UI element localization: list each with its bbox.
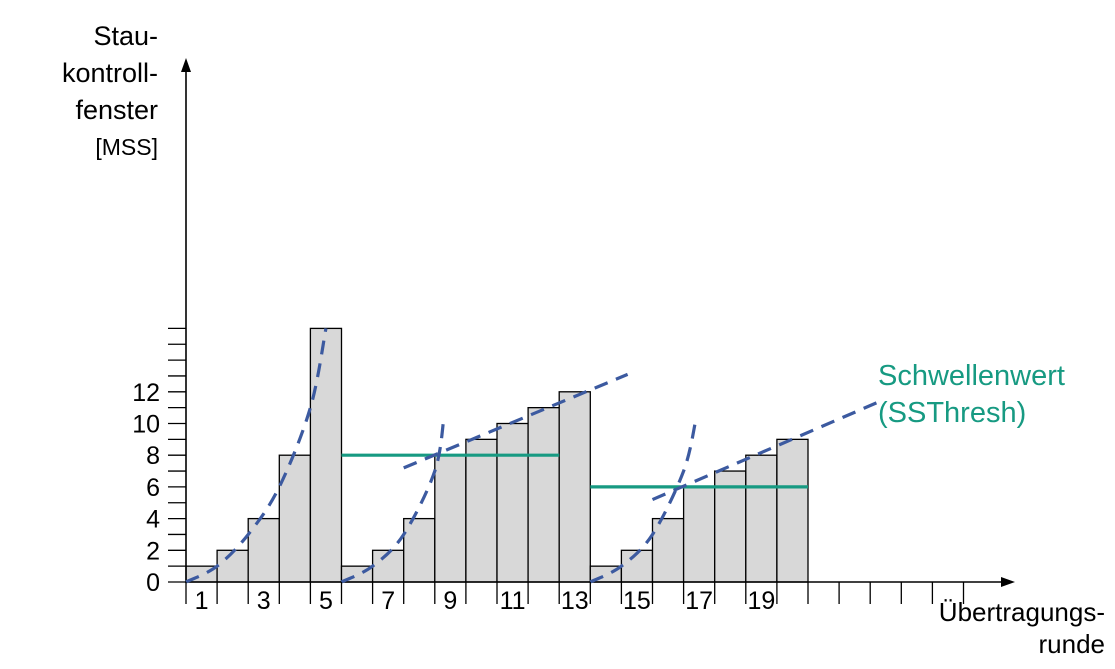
trend-curve xyxy=(651,401,878,502)
trend-curves-group xyxy=(185,328,878,584)
axes-group xyxy=(181,58,1015,587)
y-axis-label: Stau- kontroll- fenster [MSS] xyxy=(40,18,158,166)
y-tick-label: 8 xyxy=(146,442,160,470)
x-axis-label-line: runde xyxy=(1038,629,1106,659)
threshold-lines-group xyxy=(341,453,808,489)
bar xyxy=(682,486,716,583)
bar xyxy=(434,454,467,583)
y-tick-label: 10 xyxy=(132,411,160,439)
x-tick-label: 7 xyxy=(381,587,395,615)
x-axis-label: Übertragungs- runde xyxy=(890,596,1105,660)
x-tick-label: 9 xyxy=(443,587,457,615)
threshold-annotation-line: (SSThresh) xyxy=(878,397,1027,429)
y-tick-label: 2 xyxy=(146,537,160,565)
y-tick-label: 4 xyxy=(146,506,160,534)
x-tick-label: 11 xyxy=(500,587,526,615)
x-tick-label: 1 xyxy=(195,587,209,615)
x-tick-label: 13 xyxy=(561,587,589,615)
y-axis-arrow xyxy=(181,58,191,72)
threshold-annotation: Schwellenwert (SSThresh) xyxy=(878,358,1065,432)
bar xyxy=(465,438,498,583)
bar xyxy=(714,470,747,583)
x-tick-label: 15 xyxy=(623,587,651,615)
bar xyxy=(403,517,436,583)
x-tick-label: 17 xyxy=(685,587,713,615)
x-tick-label: 19 xyxy=(747,587,775,615)
bar xyxy=(651,517,685,583)
x-tick-label: 5 xyxy=(319,587,333,615)
y-axis-label-line: fenster xyxy=(75,95,158,125)
trend-curve xyxy=(403,372,629,470)
bar xyxy=(745,454,778,583)
threshold-annotation-line: Schwellenwert xyxy=(878,360,1065,392)
x-axis-arrow xyxy=(1001,577,1015,587)
bar xyxy=(558,391,591,583)
y-tick-label: 0 xyxy=(146,569,160,597)
trend-curve xyxy=(589,418,698,584)
bar xyxy=(247,517,280,583)
y-tick-label: 6 xyxy=(146,474,160,502)
trend-curve xyxy=(340,415,446,584)
y-tick-label: 12 xyxy=(132,379,160,407)
bar xyxy=(496,422,529,583)
y-axis-unit: [MSS] xyxy=(95,134,158,160)
x-axis-label-line: Übertragungs- xyxy=(938,597,1105,627)
x-tick-label: 3 xyxy=(257,587,271,615)
y-axis-label-line: kontroll- xyxy=(61,58,158,88)
trend-curve xyxy=(185,328,328,584)
bar xyxy=(776,438,809,583)
bars-group xyxy=(185,327,809,583)
bar xyxy=(309,327,343,583)
bar xyxy=(527,406,560,583)
y-axis-label-line: Stau- xyxy=(93,21,158,51)
bar xyxy=(216,549,249,583)
